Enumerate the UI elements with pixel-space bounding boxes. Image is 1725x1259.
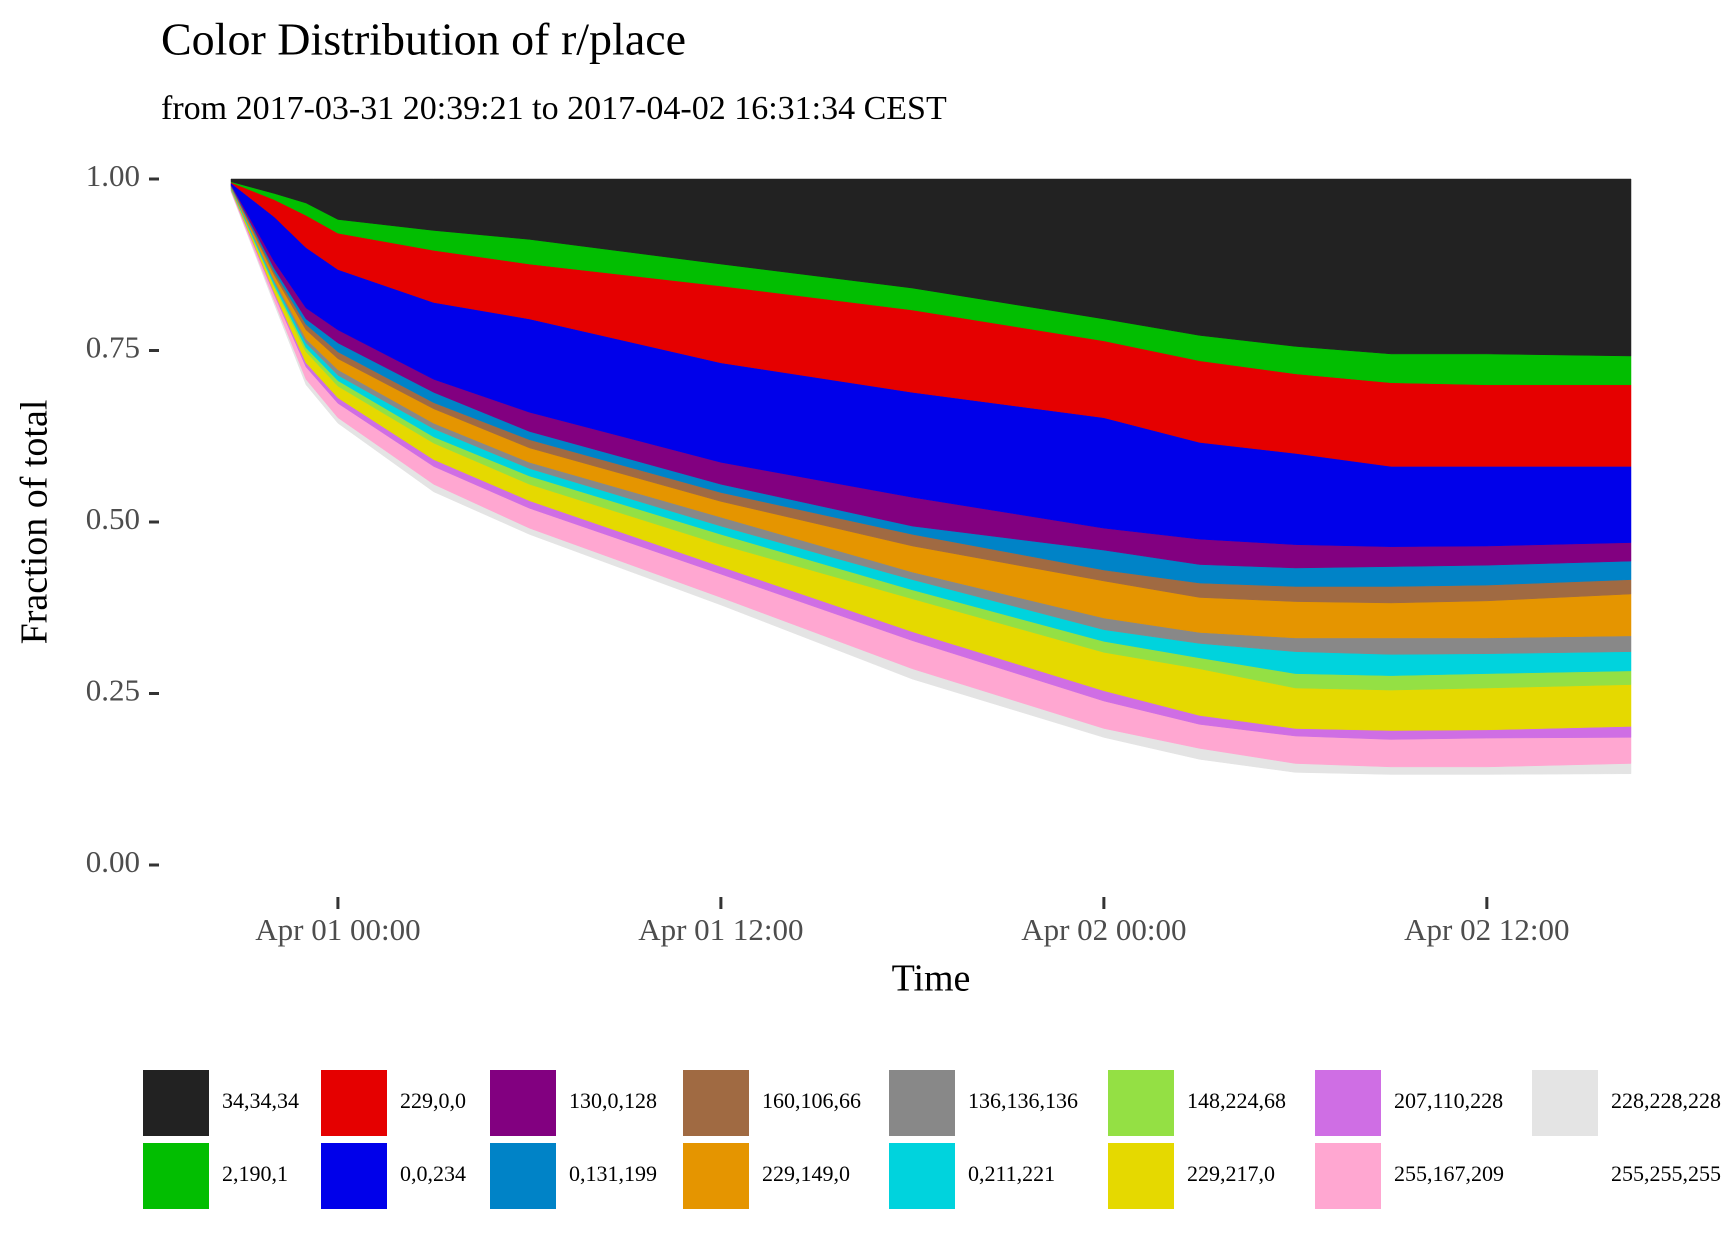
legend-label: 34,34,34	[222, 1088, 299, 1113]
legend-key	[490, 1070, 556, 1136]
legend-label: 0,131,199	[569, 1161, 657, 1186]
y-tick-label: 1.00	[86, 158, 140, 193]
y-axis-title: Fraction of total	[14, 400, 56, 645]
legend-label: 207,110,228	[1394, 1088, 1503, 1113]
legend-key	[1315, 1070, 1381, 1136]
legend-key	[683, 1070, 749, 1136]
legend-key	[889, 1143, 955, 1209]
legend-label: 229,0,0	[400, 1088, 466, 1113]
legend-key	[490, 1143, 556, 1209]
x-tick-label: Apr 02 00:00	[1021, 912, 1186, 947]
legend-label: 255,255,255	[1611, 1161, 1721, 1186]
legend-label: 160,106,66	[762, 1088, 861, 1113]
legend-key	[1532, 1070, 1598, 1136]
legend-label: 130,0,128	[569, 1088, 657, 1113]
legend-key	[1315, 1143, 1381, 1209]
legend-key	[143, 1070, 209, 1136]
legend-label: 136,136,136	[968, 1088, 1078, 1113]
x-tick-label: Apr 01 00:00	[255, 912, 420, 947]
legend-label: 0,0,234	[400, 1161, 466, 1186]
legend-label: 255,167,209	[1394, 1161, 1504, 1186]
y-tick-label: 0.75	[86, 330, 140, 365]
y-tick-label: 0.25	[86, 673, 140, 708]
legend-key	[1108, 1070, 1174, 1136]
legend-key	[143, 1143, 209, 1209]
legend-label: 0,211,221	[968, 1161, 1055, 1186]
chart-subtitle: from 2017-03-31 20:39:21 to 2017-04-02 1…	[161, 90, 947, 127]
x-tick-label: Apr 02 12:00	[1404, 912, 1569, 947]
y-tick-label: 0.00	[86, 844, 140, 879]
legend-key	[1532, 1143, 1598, 1209]
legend-key	[321, 1070, 387, 1136]
legend-key	[889, 1070, 955, 1136]
y-tick-label: 0.50	[86, 501, 140, 536]
legend-key	[683, 1143, 749, 1209]
x-tick-label: Apr 01 12:00	[638, 912, 803, 947]
legend-key	[1108, 1143, 1174, 1209]
legend-label: 148,224,68	[1187, 1088, 1286, 1113]
legend-label: 229,149,0	[762, 1161, 850, 1186]
legend-label: 228,228,228	[1611, 1088, 1721, 1113]
legend-key	[321, 1143, 387, 1209]
legend-label: 229,217,0	[1187, 1161, 1275, 1186]
chart-title: Color Distribution of r/place	[161, 14, 686, 65]
area-band	[230, 178, 1632, 357]
plot-area	[230, 178, 1632, 866]
legend-label: 2,190,1	[222, 1161, 288, 1186]
x-axis-title: Time	[892, 958, 971, 1000]
